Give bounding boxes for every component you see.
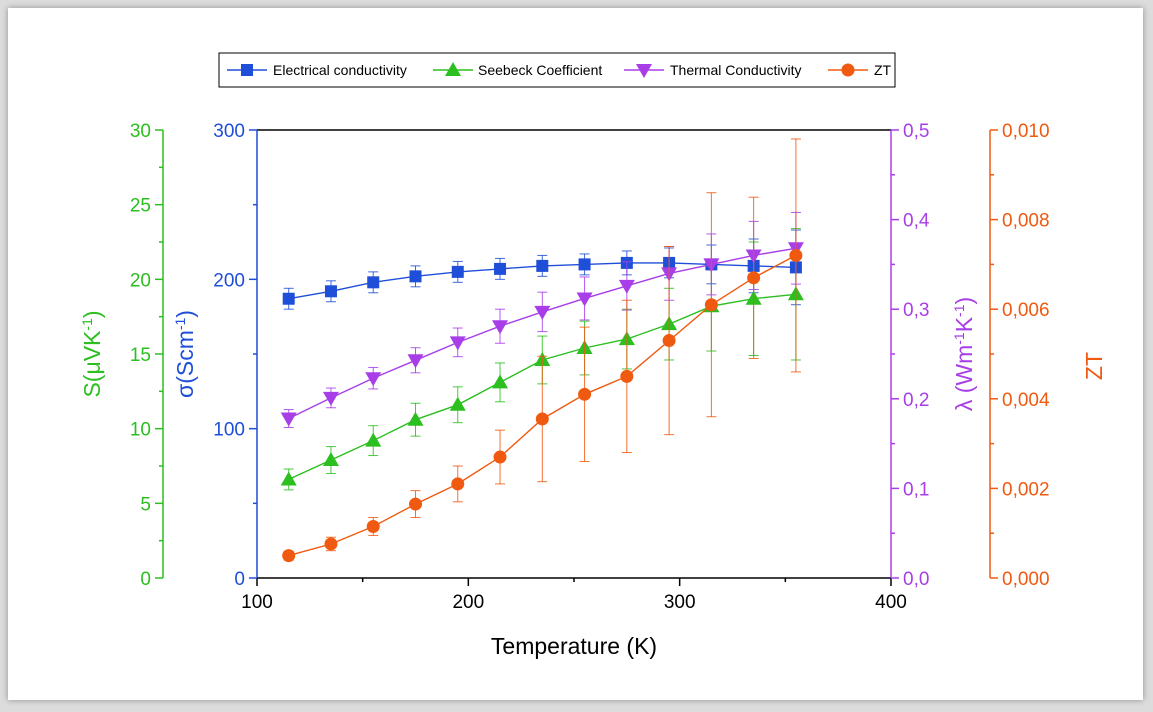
seebeck-data-point — [407, 411, 424, 426]
zt-data-point — [324, 537, 338, 551]
seebeck-tick-label: 20 — [130, 270, 151, 291]
zt-data-point — [409, 497, 422, 511]
x-tick-label: 300 — [664, 592, 696, 613]
seebeck-axis-title: S(μVK-1) — [79, 310, 105, 397]
zt-data-point — [620, 369, 634, 383]
legend-item-zt: ZT — [828, 62, 892, 78]
legend-label: Electrical conductivity — [273, 62, 407, 78]
thermal-tick-label: 0,1 — [903, 479, 929, 500]
thermal-axis-title-part: -1 — [951, 332, 967, 345]
zt-data-point — [493, 450, 507, 464]
sigma-data-point — [536, 259, 549, 272]
sigma-data-point — [578, 258, 591, 271]
seebeck-axis-title-part: ) — [79, 310, 105, 318]
zt-data-point — [578, 387, 592, 401]
seebeck-tick-label: 10 — [130, 420, 151, 441]
seebeck-tick-label: 15 — [130, 345, 151, 366]
legend-swatch-marker — [841, 63, 855, 77]
seebeck-tick-label: 25 — [130, 196, 151, 217]
thermal-data-point — [365, 372, 382, 387]
thermal-axis-title-part: ) — [951, 297, 977, 305]
thermal-axis-title-part: K — [951, 316, 977, 332]
zt-tick-label: 0,008 — [1002, 211, 1050, 232]
x-tick-label: 200 — [452, 592, 484, 613]
sigma-tick-label: 0 — [234, 569, 245, 590]
sigma-axis-title: σ(Scm-1) — [172, 310, 198, 398]
thermal-data-point — [449, 336, 466, 351]
thermal-axis-title-part: -1 — [951, 304, 967, 317]
legend-label: ZT — [874, 62, 892, 78]
x-axis-title: Temperature (K) — [491, 633, 657, 659]
thermal-data-point — [618, 279, 635, 294]
thermal-axis-title-part: λ (Wm — [951, 345, 977, 411]
seebeck-tick-label: 30 — [130, 121, 151, 142]
legend-swatch-marker — [636, 64, 652, 78]
sigma-data-point — [367, 276, 380, 289]
zt-data-point — [535, 412, 549, 426]
zt-tick-label: 0,004 — [1002, 390, 1050, 411]
legend-label: Thermal Conductivity — [670, 62, 802, 78]
legend-item-seebeck: Seebeck Coefficient — [433, 62, 602, 78]
thermal-tick-label: 0,2 — [903, 390, 929, 411]
x-tick-label: 100 — [241, 592, 273, 613]
sigma-tick-label: 200 — [213, 270, 245, 291]
zt-data-point — [662, 334, 676, 348]
thermal-data-point — [492, 320, 509, 335]
sigma-tick-label: 100 — [213, 420, 245, 441]
legend-swatch-marker — [241, 64, 253, 76]
seebeck-axis-title-part: S(μVK — [79, 330, 105, 398]
zt-data-point — [747, 271, 761, 285]
seebeck-data-point — [492, 374, 509, 389]
sigma-tick-label: 300 — [213, 121, 245, 142]
thermal-tick-label: 0,3 — [903, 300, 929, 321]
zt-tick-label: 0,000 — [1002, 569, 1050, 590]
sigma-data-point — [409, 270, 422, 283]
zt-data-point — [366, 519, 380, 533]
thermal-tick-label: 0,4 — [903, 211, 930, 232]
sigma-data-point — [282, 292, 295, 305]
legend-item-sigma: Electrical conductivity — [227, 62, 407, 78]
thermal-data-point — [280, 412, 297, 427]
sigma-axis-title-part: -1 — [172, 317, 188, 330]
legend: Electrical conductivity Seebeck Coefficie… — [218, 52, 896, 88]
zt-data-point — [451, 477, 465, 491]
seebeck-data-point — [365, 432, 382, 447]
sigma-data-point — [324, 285, 337, 298]
seebeck-tick-label: 5 — [140, 494, 151, 515]
x-tick-label: 400 — [875, 592, 907, 613]
zt-tick-label: 0,006 — [1002, 300, 1050, 321]
legend-label: Seebeck Coefficient — [478, 62, 602, 78]
zt-data-point — [789, 248, 803, 262]
zt-data-point — [704, 298, 718, 312]
thermal-data-point — [534, 305, 551, 320]
seebeck-tick-label: 0 — [140, 569, 151, 590]
sigma-axis-title-part: ) — [172, 310, 198, 318]
thermal-axis-title: λ (Wm-1K-1) — [951, 297, 977, 411]
zt-tick-label: 0,010 — [1002, 121, 1050, 142]
seebeck-axis-title-part: -1 — [79, 318, 95, 331]
legend-box — [218, 52, 896, 88]
sigma-axis-title-part: σ(Scm — [172, 330, 198, 398]
series-group — [280, 138, 804, 563]
zt-data-point — [282, 549, 296, 563]
legend-swatch-marker — [445, 62, 461, 76]
thermal-tick-label: 0,0 — [903, 569, 929, 590]
thermal-data-point — [576, 292, 593, 307]
zt-tick-label: 0,002 — [1002, 479, 1050, 500]
chart-frame: 100 200 300 400 Temperature (K) 0 100 200 300 0 5 1… — [8, 8, 1143, 700]
seebeck-data-point — [449, 396, 466, 411]
zt-axis-title: ZT — [1081, 352, 1107, 380]
sigma-data-point — [494, 262, 507, 275]
series-zt — [282, 138, 803, 563]
seebeck-data-point — [322, 452, 339, 467]
sigma-data-point — [451, 265, 464, 278]
thermal-tick-label: 0,5 — [903, 121, 929, 142]
thermal-data-point — [407, 354, 424, 369]
thermal-data-point — [322, 391, 339, 406]
seebeck-data-point — [280, 471, 297, 486]
legend-item-thermal: Thermal Conductivity — [624, 62, 802, 78]
